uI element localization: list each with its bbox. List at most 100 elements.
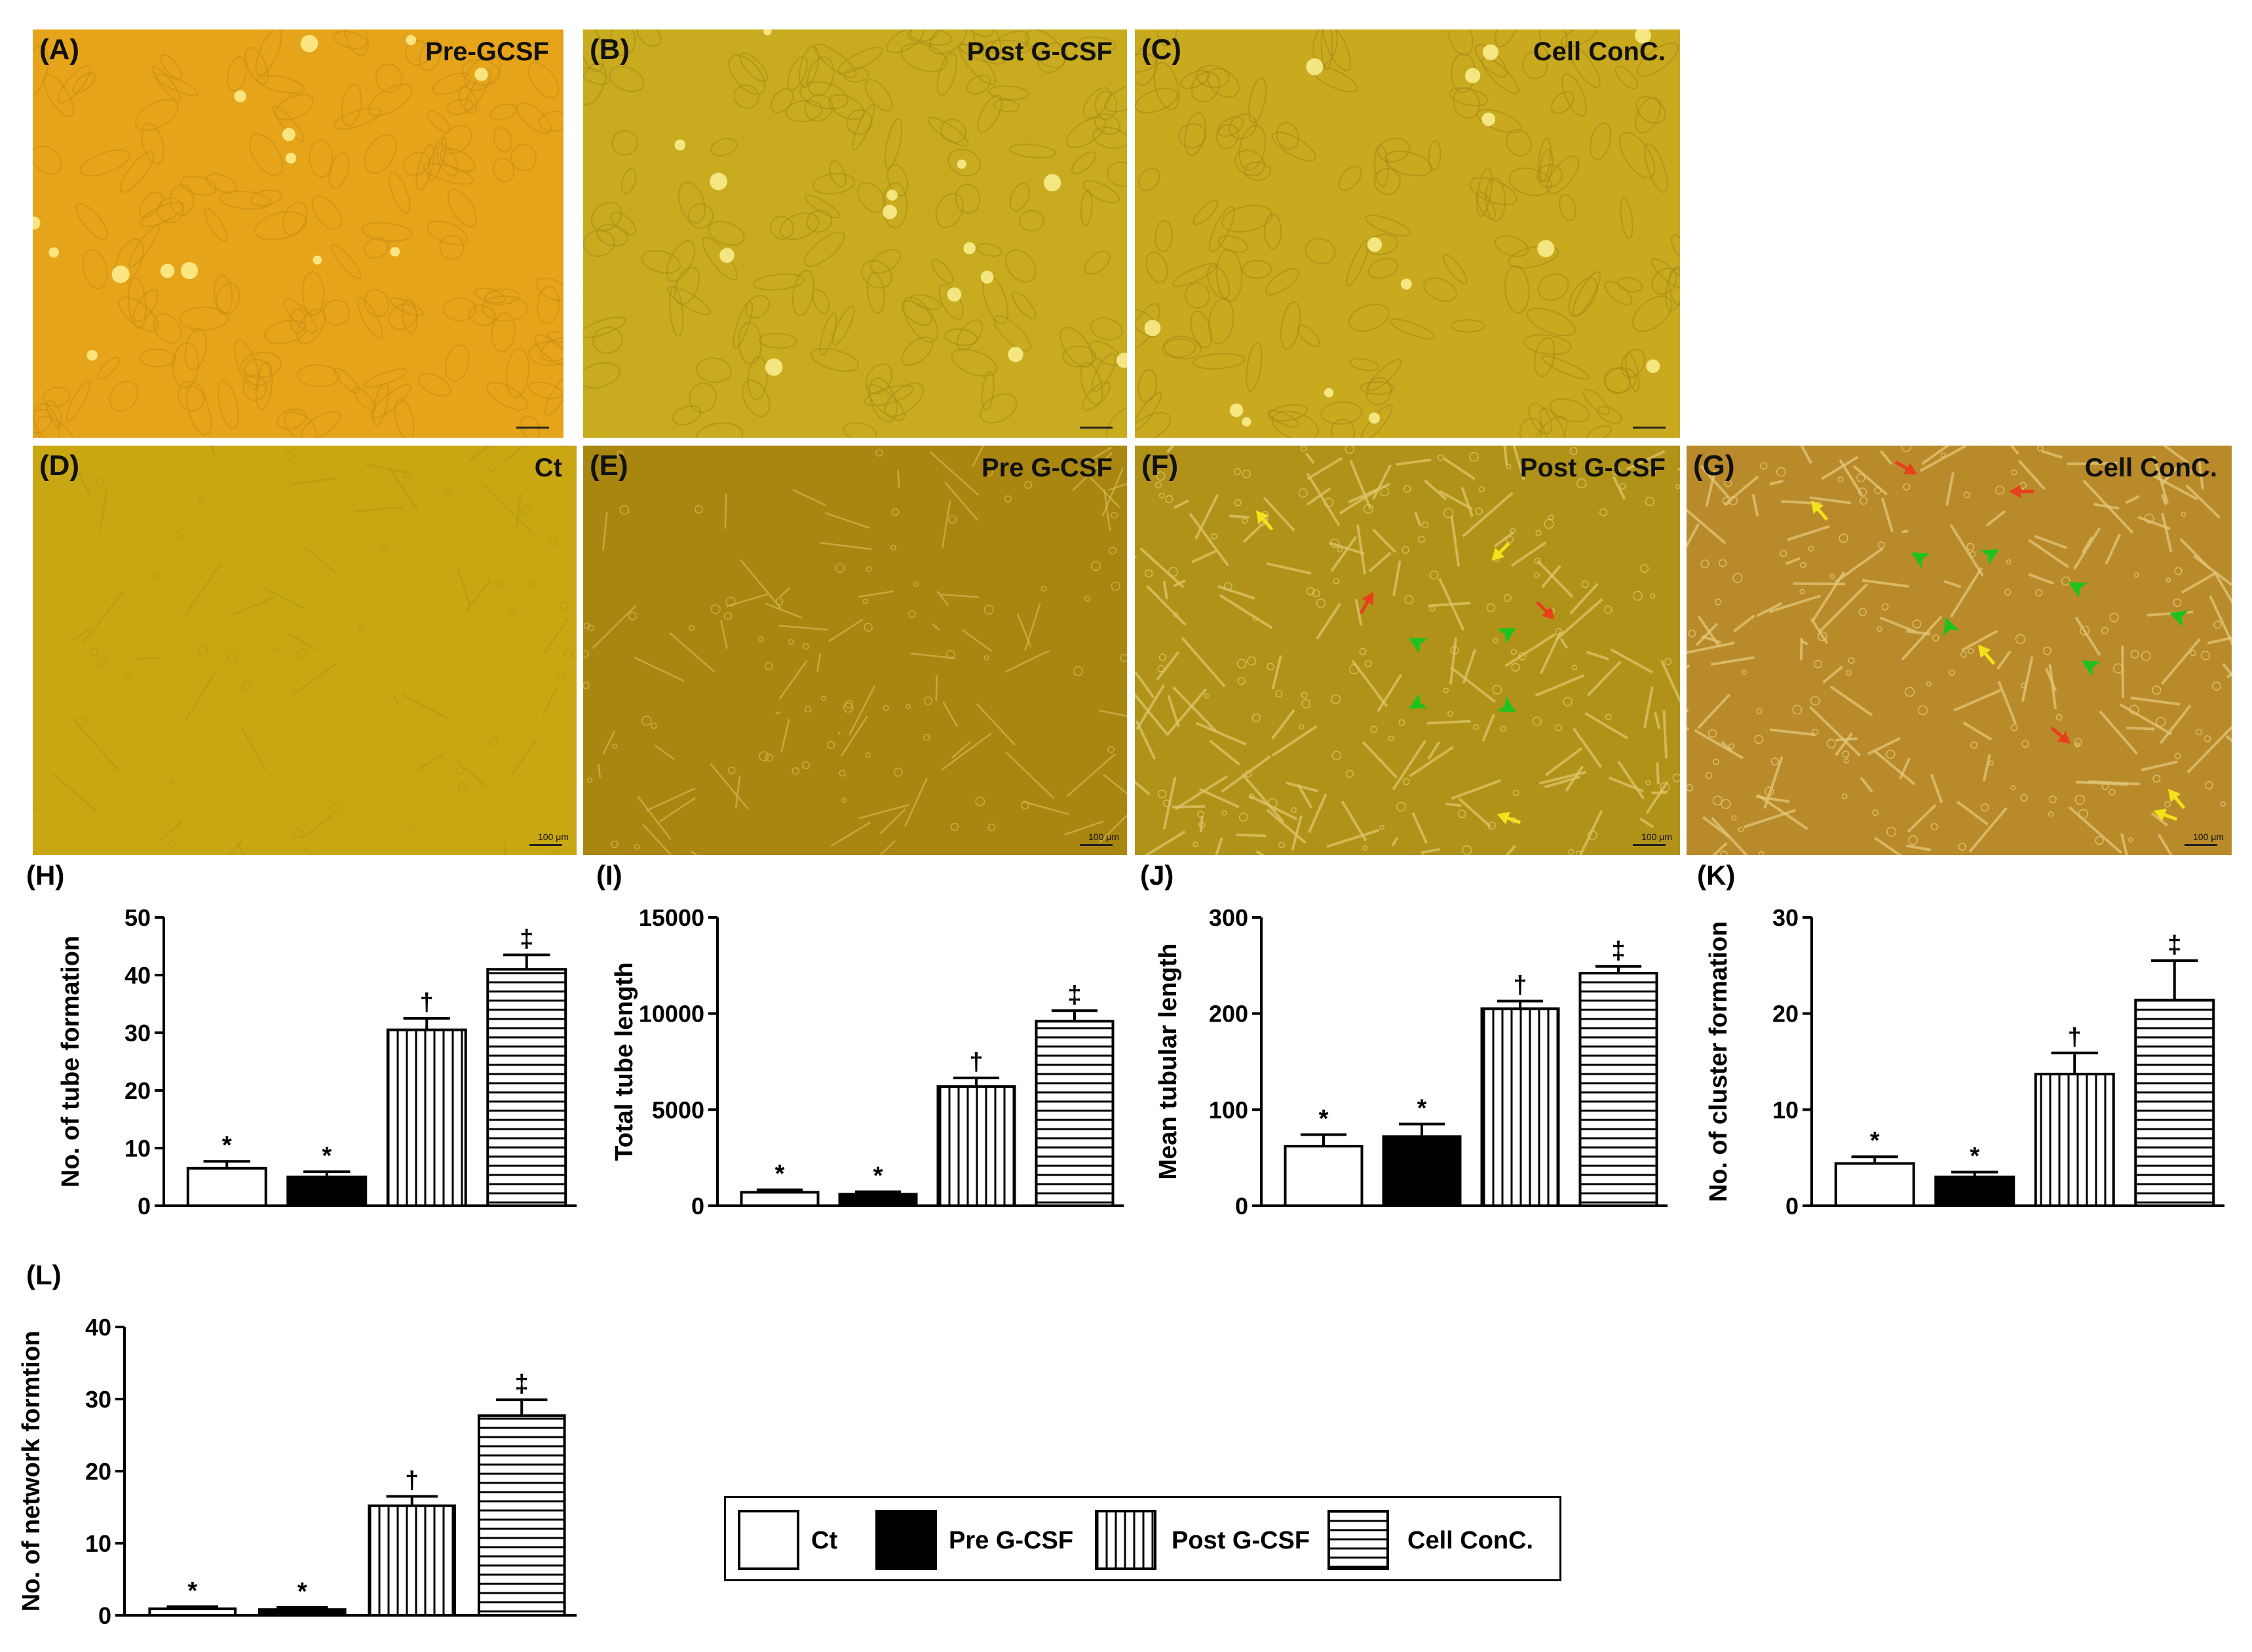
tube-segment [543, 617, 569, 654]
scale-bar [1080, 844, 1113, 846]
cell-dot [2035, 589, 2043, 597]
cell-outline [609, 66, 645, 92]
y-tick-label: 300 [1209, 904, 1248, 931]
tube-segment [241, 728, 267, 771]
cell-outline [1192, 353, 1246, 370]
cell-outline [959, 43, 1005, 65]
tube-segment [972, 446, 984, 467]
tube-segment [1819, 583, 1869, 632]
cell-dot [2055, 714, 2063, 721]
cell-dot [557, 670, 565, 678]
micrograph-texture [1135, 29, 1680, 438]
tube-segment [941, 593, 979, 598]
cell-dot [96, 478, 105, 488]
tube-segment [879, 840, 896, 855]
y-tick-label: 0 [691, 1193, 704, 1220]
tube-segment [816, 653, 822, 672]
tube-segment [1544, 775, 1580, 789]
cell-dot [612, 744, 617, 749]
cell-outline [1191, 71, 1221, 103]
cell-dot [1173, 611, 1179, 617]
cell-dot [1571, 664, 1578, 670]
cell-outline [1604, 367, 1637, 393]
cell-outline [829, 160, 847, 188]
cell-outline [185, 385, 212, 436]
cell-outline [272, 105, 305, 142]
tube-segment [1555, 598, 1603, 640]
cell-dot [227, 652, 238, 663]
cell-dot [1760, 462, 1768, 470]
cell-dot [1429, 605, 1436, 612]
annotation-arrow [1810, 500, 1829, 521]
cell-outline [57, 65, 91, 104]
cell-dot [948, 515, 957, 524]
cell-dot [1554, 724, 1562, 731]
tube-segment [2157, 834, 2173, 855]
tube-segment [2021, 656, 2034, 702]
tube-segment [1139, 547, 1185, 588]
cell-outline [1012, 291, 1037, 320]
tube-segment [1705, 470, 1717, 507]
tube-segment [235, 841, 245, 855]
cell-outline [583, 62, 607, 106]
cell-outline [1062, 345, 1097, 368]
tube-segment [1744, 809, 1797, 828]
cell-outline [1238, 125, 1267, 171]
cell-dot [1958, 843, 1966, 851]
tube-segment [2193, 555, 2232, 586]
cell-dot [1640, 564, 1649, 573]
micrograph-g [1687, 446, 2232, 855]
cell-dot [309, 850, 316, 855]
tube-segment [936, 590, 949, 606]
cell-dot [1275, 690, 1283, 698]
cell-outline [1305, 238, 1336, 265]
cell-outline [785, 100, 823, 123]
cell-outline [180, 175, 217, 196]
cell-dot [950, 822, 959, 832]
cell-dot [641, 716, 652, 726]
cell-dot [1421, 521, 1429, 529]
cell-dot [891, 508, 900, 516]
cell-dot [725, 596, 736, 607]
cell-outline [583, 29, 604, 73]
bar-post-g-csf [936, 1085, 1016, 1207]
tube-segment [417, 753, 444, 771]
tube-segment [136, 657, 159, 661]
cell-outline [708, 221, 745, 246]
tube-segment [2152, 474, 2198, 501]
cell-outline [843, 421, 877, 438]
cell-dot [913, 581, 919, 587]
tube-segment [1198, 788, 1240, 809]
significance-mark: ‡ [515, 1370, 529, 1398]
cell-outline [427, 136, 447, 182]
tube-segment [1286, 781, 1319, 793]
cell-outline [1360, 381, 1394, 395]
cell-dot [1503, 594, 1512, 602]
tube-segment [1919, 446, 1967, 472]
tube-segment [228, 839, 243, 855]
cell-outline [1597, 406, 1622, 424]
cell-dot [1204, 693, 1210, 699]
cell-outline [792, 269, 814, 317]
tube-segment [1458, 797, 1492, 828]
tube-segment [1907, 803, 1937, 833]
cell-outline [118, 296, 159, 332]
cell-dot [1487, 821, 1496, 830]
cell-dot [587, 777, 593, 783]
chart-l: (L) No. of network formtion 0 10 20 30 40 * * † ‡ [18, 1258, 577, 1645]
y-tick-label: 0 [1235, 1193, 1248, 1220]
cell-outline [334, 368, 360, 394]
tube-segment [1835, 732, 1854, 756]
cell-outline [1267, 410, 1300, 428]
cell-dot [299, 603, 305, 609]
cell-dot [300, 844, 307, 851]
bright-cell [1482, 44, 1498, 60]
significance-mark: † [1513, 972, 1527, 999]
cell-outline [1145, 252, 1168, 283]
cell-outline [539, 111, 563, 132]
tube-segment [1146, 585, 1187, 626]
cell-outline [465, 55, 502, 91]
cell-outline [443, 297, 477, 322]
panel-label-d: (D) [39, 450, 80, 482]
bright-cell [980, 271, 994, 284]
